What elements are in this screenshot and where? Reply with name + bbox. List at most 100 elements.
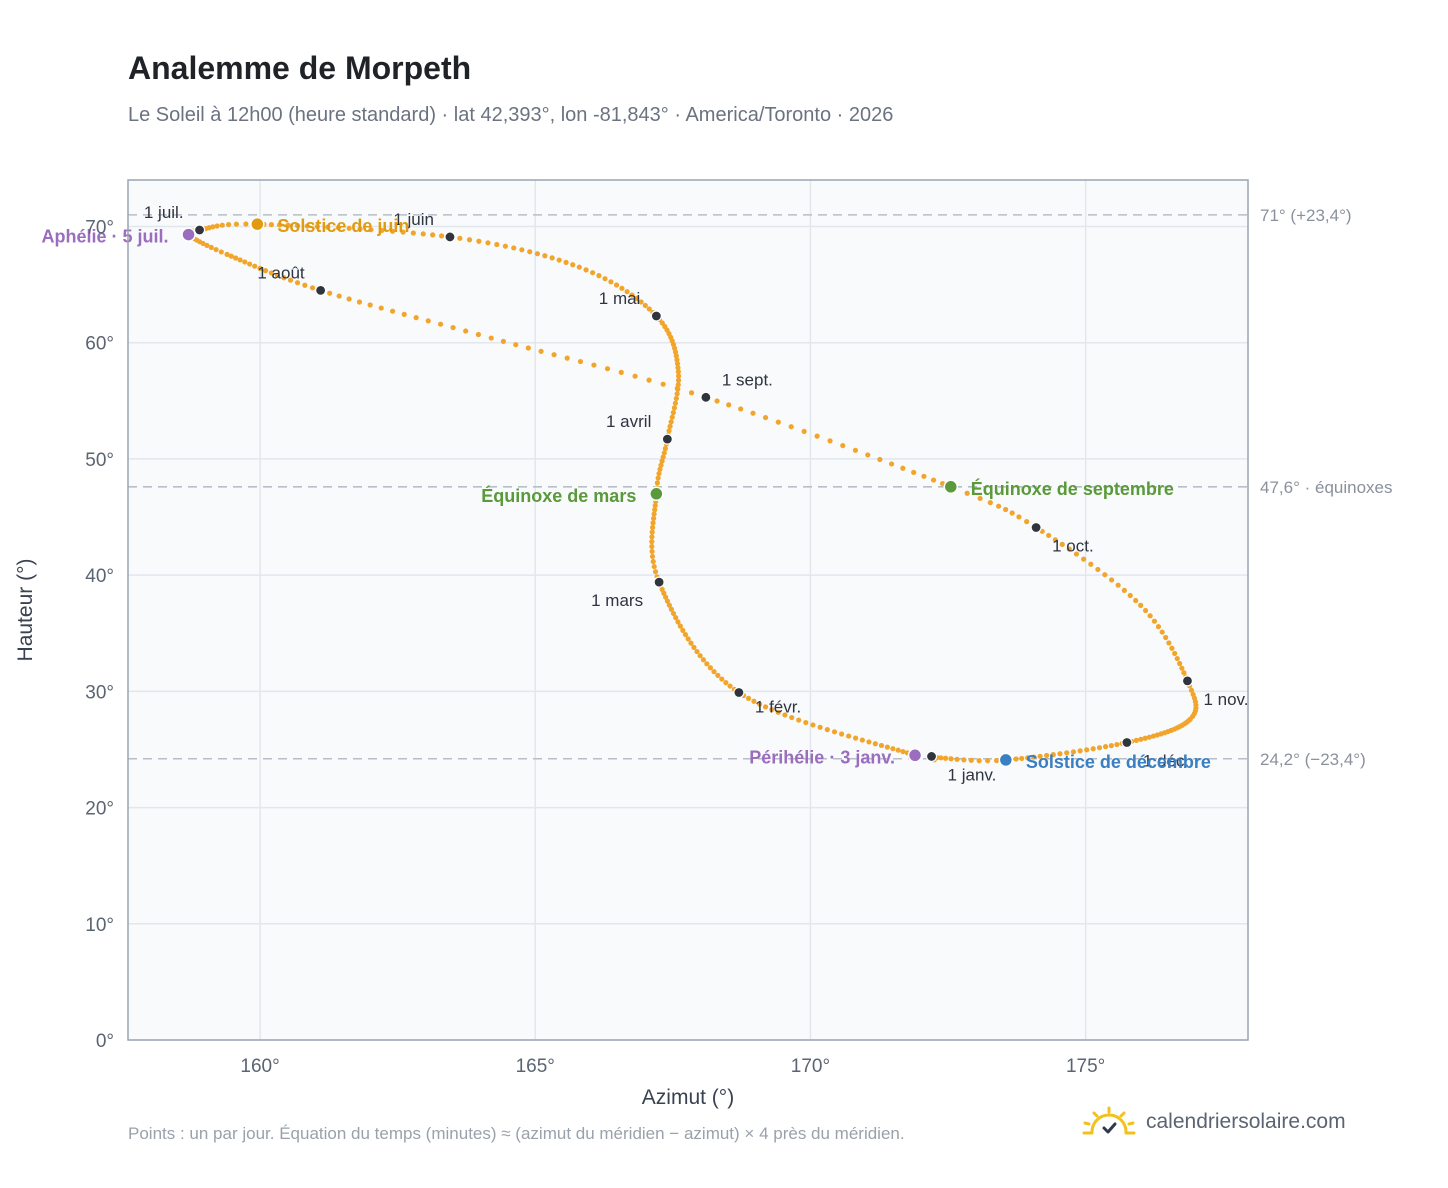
- day-point: [401, 311, 407, 317]
- day-point: [866, 739, 872, 745]
- day-point: [226, 221, 232, 228]
- day-point: [884, 744, 890, 750]
- day-point: [839, 731, 845, 737]
- day-point: [810, 722, 816, 728]
- day-point: [921, 473, 927, 479]
- day-point: [378, 305, 384, 311]
- day-point: [420, 231, 426, 237]
- day-point: [1133, 737, 1139, 743]
- x-tick-label: 170°: [791, 1056, 830, 1077]
- day-point: [663, 594, 669, 600]
- day-point: [287, 277, 294, 283]
- reference-label: 47,6° · équinoxes: [1260, 478, 1393, 497]
- y-tick-label: 60°: [85, 334, 114, 355]
- day-point: [878, 742, 885, 749]
- day-point: [666, 428, 672, 434]
- day-point: [214, 223, 220, 229]
- day-point: [488, 335, 494, 341]
- day-point: [590, 270, 596, 276]
- event-marker: [943, 479, 959, 495]
- day-point: [680, 627, 686, 633]
- y-tick-label: 40°: [85, 566, 114, 587]
- day-point: [814, 433, 820, 439]
- day-point: [475, 331, 482, 338]
- day-point: [1174, 655, 1180, 662]
- day-point: [726, 402, 732, 408]
- month-label: 1 nov.: [1203, 690, 1248, 709]
- day-point: [801, 428, 807, 435]
- month-marker: [650, 310, 662, 322]
- month-markers: 1 janv. 1 févr. 1 mars 1 avril 1 mai 1 juin 1 …: [144, 203, 1249, 784]
- month-marker: [661, 433, 673, 445]
- day-point: [911, 469, 917, 475]
- day-point: [450, 324, 456, 331]
- day-point: [659, 458, 665, 464]
- day-point: [252, 263, 258, 269]
- day-point: [888, 461, 895, 467]
- day-point: [964, 490, 970, 496]
- y-tick-label: 30°: [85, 682, 114, 703]
- day-point: [314, 223, 320, 230]
- day-point: [551, 352, 557, 358]
- y-axis-title: Hauteur (°): [14, 559, 37, 662]
- y-tick-label: 50°: [85, 450, 114, 471]
- day-point: [704, 661, 710, 667]
- day-point: [1057, 751, 1063, 757]
- day-point: [667, 423, 673, 429]
- day-point: [660, 381, 666, 387]
- brand[interactable]: calendriersolaire.com: [1082, 1106, 1346, 1138]
- day-point: [840, 442, 846, 449]
- day-point: [652, 503, 658, 509]
- day-point: [831, 729, 838, 735]
- event-marker: [998, 752, 1014, 768]
- day-point: [357, 226, 363, 232]
- day-point: [682, 632, 689, 638]
- day-point: [1121, 587, 1127, 593]
- day-point: [525, 345, 531, 351]
- day-point: [294, 280, 301, 286]
- day-point: [674, 391, 680, 397]
- day-point: [457, 235, 463, 241]
- day-point: [775, 709, 781, 715]
- day-point: [242, 259, 248, 265]
- day-point: [646, 306, 652, 312]
- day-point: [1066, 546, 1072, 552]
- day-point: [564, 355, 570, 361]
- day-point: [658, 462, 664, 468]
- gridlines: [128, 180, 1248, 1041]
- day-point: [762, 704, 769, 710]
- day-point: [549, 255, 555, 261]
- day-point: [1073, 551, 1080, 557]
- day-point: [1150, 733, 1157, 739]
- day-point: [788, 424, 794, 430]
- day-point: [563, 259, 569, 265]
- chart-subtitle: Le Soleil à 12h00 (heure standard) · lat…: [128, 104, 894, 126]
- day-point: [1127, 592, 1133, 599]
- day-point: [1179, 665, 1185, 671]
- day-point: [769, 707, 775, 713]
- day-point: [666, 602, 672, 608]
- day-point: [485, 240, 491, 246]
- event-label: Équinoxe de mars: [481, 485, 636, 506]
- day-point: [711, 669, 717, 675]
- day-point: [649, 543, 655, 550]
- month-label: 1 mai: [599, 289, 641, 308]
- day-point: [1088, 561, 1094, 567]
- day-point: [865, 452, 871, 458]
- day-point: [961, 757, 967, 763]
- brand-name[interactable]: calendriersolaire.com: [1146, 1110, 1346, 1133]
- day-point: [688, 390, 695, 396]
- day-point: [756, 701, 763, 707]
- day-point: [782, 712, 788, 718]
- day-point: [649, 534, 655, 540]
- day-point: [650, 515, 657, 522]
- day-point: [513, 342, 519, 348]
- day-point: [1016, 514, 1022, 520]
- day-point: [668, 419, 674, 425]
- day-point: [657, 466, 663, 472]
- day-point: [852, 447, 859, 453]
- day-point: [694, 648, 700, 655]
- day-point: [1064, 750, 1070, 756]
- day-point: [745, 695, 752, 702]
- day-point: [672, 400, 679, 406]
